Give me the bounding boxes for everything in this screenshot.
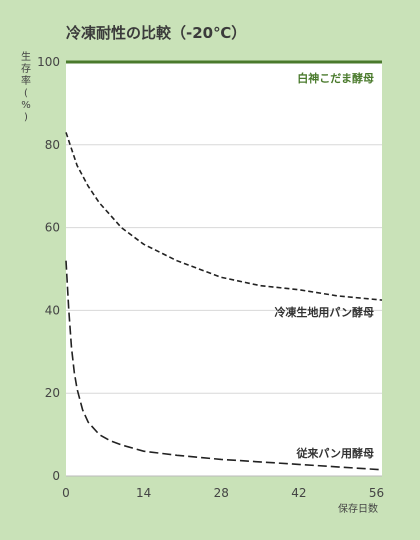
x-tick-label: 56 <box>369 486 384 500</box>
plot-area <box>66 62 382 476</box>
y-axis-label: 生存率(%) <box>21 50 31 123</box>
series-label-2: 従来パン用酵母 <box>295 446 374 460</box>
y-tick-label: 60 <box>45 221 60 235</box>
x-tick-label: 42 <box>291 486 306 500</box>
y-tick-labels: 0 20 40 60 80 100 <box>37 55 60 483</box>
x-tick-labels: 0 14 28 42 56 <box>62 486 384 500</box>
y-tick-label: 0 <box>52 469 60 483</box>
chart-title: 冷凍耐性の比較（-20℃） <box>66 24 246 42</box>
x-tick-label: 14 <box>136 486 151 500</box>
y-tick-label: 40 <box>45 303 60 317</box>
series-lines <box>65 60 383 471</box>
y-tick-label: 100 <box>37 55 60 69</box>
y-tick-label: 80 <box>45 138 60 152</box>
grid <box>66 144 382 477</box>
x-tick-label: 0 <box>62 486 70 500</box>
x-tick-label: 28 <box>214 486 229 500</box>
series-label-0: 白神こだま酵母 <box>297 71 374 85</box>
series-label-1: 冷凍生地用パン酵母 <box>274 305 374 319</box>
series-line-2 <box>65 260 383 471</box>
y-tick-label: 20 <box>45 386 60 400</box>
x-axis-label: 保存日数 <box>338 502 378 515</box>
